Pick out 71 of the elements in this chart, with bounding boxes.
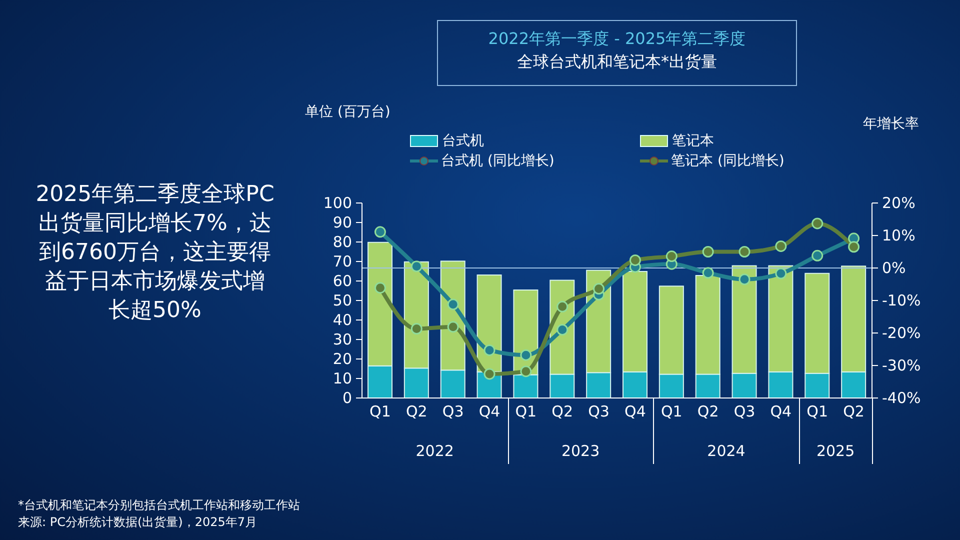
x-tick-label: Q2 — [843, 402, 864, 421]
text: 2024 — [706, 442, 746, 460]
y2-tick-label: -40% — [882, 389, 921, 407]
x-tick-label: Q1 — [370, 402, 391, 421]
text: 2023 — [560, 442, 601, 460]
point — [374, 226, 386, 238]
x-tick-label: Q1 — [806, 402, 828, 421]
y2-tick-label: 0% — [882, 259, 906, 277]
y-tick-label: 100 — [323, 194, 352, 212]
x-tick-label: Q3 — [734, 402, 756, 421]
text: *台式机和笔记本分别包括台式机工作站和移动工作站 — [18, 497, 300, 514]
x-tick-label: Q4 — [478, 402, 500, 421]
text: 2022 — [414, 442, 455, 460]
point — [520, 349, 532, 361]
point — [520, 366, 532, 378]
x-tick-label: Q1 — [515, 402, 537, 421]
x-tick-label: Q3 — [588, 402, 610, 421]
x-tick-label: Q2 — [697, 402, 719, 421]
point — [775, 268, 787, 280]
point — [484, 344, 496, 356]
legend-label: 笔记本 (同比增长) — [671, 152, 784, 170]
y-tick-label: 70 — [332, 252, 352, 270]
x-tick-label: Q4 — [770, 402, 792, 421]
point — [738, 274, 750, 286]
point — [374, 282, 386, 294]
chart-subtitle: 全球台式机和笔记本*出货量 — [516, 52, 718, 73]
x-tick-label: Q4 — [624, 402, 646, 421]
point — [447, 298, 459, 310]
x-tick-label: Q2 — [406, 402, 428, 421]
legend-label: 台式机 — [442, 132, 484, 150]
point — [812, 250, 824, 262]
y2-tick-label: -20% — [882, 324, 921, 342]
point — [738, 246, 750, 258]
point — [629, 254, 641, 266]
text: 2025 — [815, 442, 856, 460]
text: 2025年第二季度全球PC出货量同比增长7%，达到6760万台，这主要得益于日本市场爆发式增长超50% — [35, 181, 275, 325]
y-tick-label: 0 — [342, 389, 352, 407]
point — [556, 300, 568, 312]
y-tick-label: 60 — [332, 272, 352, 290]
text: 单位 (百万台) — [305, 103, 390, 121]
chart-title: 2022年第一季度 - 2025年第二季度 — [487, 29, 747, 50]
point — [556, 324, 568, 336]
y2-tick-label: -30% — [882, 356, 921, 374]
legend-label: 台式机 (同比增长) — [441, 152, 554, 170]
y-tick-label: 20 — [332, 350, 352, 368]
point — [702, 267, 714, 279]
point — [775, 240, 787, 252]
y2-axis-title: 年增长率 — [863, 115, 919, 133]
point — [848, 241, 860, 253]
point — [410, 260, 422, 272]
point — [666, 250, 678, 262]
y-tick-label: 40 — [332, 311, 352, 329]
legend-label: 笔记本 — [672, 132, 714, 150]
x-tick-label: Q2 — [552, 402, 574, 421]
point — [812, 218, 824, 230]
y-tick-label: 80 — [332, 233, 352, 251]
y-tick-label: 90 — [332, 214, 352, 232]
y-tick-label: 30 — [332, 330, 352, 348]
y-tick-label: 10 — [332, 370, 352, 388]
point — [447, 321, 459, 333]
y-tick-label: 50 — [332, 292, 352, 310]
point — [484, 368, 496, 380]
x-tick-label: Q1 — [660, 402, 682, 421]
y2-tick-label: 20% — [882, 194, 916, 212]
y2-tick-label: -10% — [882, 292, 921, 310]
point — [410, 323, 422, 335]
source-note: 来源: PC分析统计数据(出货量)，2025年7月 — [18, 514, 258, 531]
point — [593, 283, 605, 295]
point — [702, 246, 714, 258]
y2-tick-label: 10% — [882, 226, 916, 244]
x-tick-label: Q3 — [442, 402, 464, 421]
